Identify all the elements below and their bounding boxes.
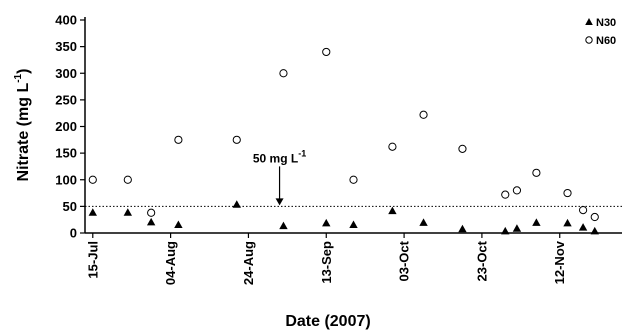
x-tick-label: 23-Oct: [474, 240, 489, 281]
legend-label-n30: N30: [596, 17, 616, 29]
x-tick-label: 13-Sep: [319, 241, 334, 284]
y-axis-title-close: ): [15, 69, 32, 74]
point-n60: [532, 168, 541, 177]
point-n30: [563, 218, 572, 227]
y-axis-title-sup: -1: [13, 73, 24, 82]
annotation-label: 50 mg L-1: [253, 148, 306, 165]
annotation-label-main: 50 mg L: [253, 151, 298, 165]
y-tick-label: 300: [55, 66, 77, 81]
point-n30: [232, 200, 241, 208]
y-tick-label: 50: [63, 199, 77, 214]
point-n30: [512, 224, 522, 232]
y-tick-label: 400: [55, 13, 77, 28]
y-axis-title: Nitrate (mg L-1): [13, 69, 32, 182]
point-n60: [279, 69, 288, 78]
y-tick-label: 350: [55, 39, 77, 54]
x-tick-label: 03-Oct: [397, 240, 412, 281]
point-n60: [322, 47, 331, 57]
point-n60: [590, 212, 599, 222]
y-tick-label: 100: [55, 172, 77, 187]
y-tick-label: 200: [55, 119, 77, 134]
point-n30: [322, 218, 331, 227]
point-n30: [590, 226, 599, 235]
point-n30: [88, 208, 97, 216]
point-n30: [349, 220, 358, 229]
point-n30: [501, 226, 510, 235]
y-tick-label: 0: [70, 226, 77, 241]
point-n60: [123, 175, 132, 184]
point-n60: [419, 110, 428, 119]
legend-label-n60: N60: [596, 35, 616, 47]
point-n30: [388, 206, 397, 215]
point-n30: [419, 218, 428, 226]
x-tick-label: 24-Aug: [241, 241, 256, 285]
annotation-arrow-head: [275, 198, 284, 206]
point-n30: [578, 223, 588, 231]
point-n30: [174, 220, 183, 229]
annotation-layer: 50 mg L-1: [253, 148, 306, 206]
series-n60: [88, 47, 599, 222]
x-axis-title: Date (2007): [285, 313, 370, 330]
series-n30: [88, 200, 599, 235]
point-n30: [146, 217, 156, 226]
y-axis-title-main: Nitrate (mg L: [15, 83, 32, 182]
point-n60: [88, 175, 97, 184]
point-n60: [232, 135, 241, 144]
point-n60: [349, 175, 358, 184]
point-n60: [501, 190, 510, 199]
legend-marker-n30: [585, 18, 593, 25]
axes: 0 50 100 150 200 250 300 350 400 15-Jul 04-Aug 24-A…: [55, 13, 622, 285]
point-n30: [279, 221, 288, 230]
point-n30: [123, 208, 133, 216]
point-n60: [512, 186, 522, 195]
point-n60: [147, 208, 156, 217]
point-n60: [458, 144, 467, 153]
y-tick-label: 250: [55, 92, 77, 107]
annotation-label-sup: -1: [298, 148, 306, 158]
point-n30: [532, 218, 541, 226]
x-tick-label: 12-Nov: [552, 240, 567, 284]
data-marks: [88, 47, 599, 235]
legend: N30 N60: [585, 17, 616, 47]
point-n60: [388, 142, 397, 151]
point-n60: [578, 206, 588, 215]
point-n30: [458, 224, 467, 233]
x-tick-label: 15-Jul: [85, 241, 100, 279]
legend-marker-n60: [585, 36, 593, 44]
y-tick-label: 150: [55, 146, 77, 161]
x-tick-label: 04-Aug: [163, 241, 178, 285]
point-n60: [563, 188, 572, 198]
point-n60: [174, 135, 183, 144]
